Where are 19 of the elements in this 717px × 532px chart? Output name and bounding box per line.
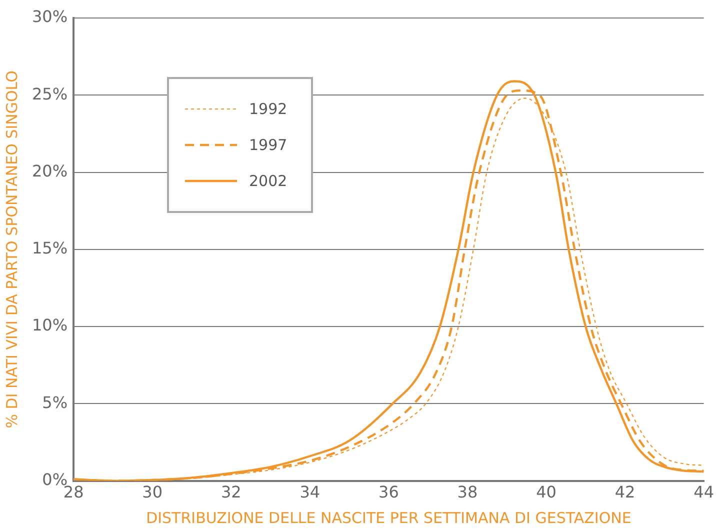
y-tick-label: 5% (42, 392, 68, 412)
x-tick-label: 36 (378, 482, 399, 502)
legend-label: 2002 (249, 172, 288, 190)
y-tick-label: 10% (32, 316, 68, 335)
x-tick-label: 32 (220, 482, 242, 502)
y-tick-label: 25% (32, 84, 68, 104)
x-tick-label: 40 (536, 482, 556, 502)
y-tick-label: 30% (32, 7, 68, 26)
y-tick-label: 20% (32, 161, 68, 180)
x-tick-label: 44 (694, 482, 714, 502)
y-tick-label: 15% (32, 238, 68, 258)
y-axis-title: % DI NATI VIVI DA PARTO SPONTANEO SINGOLO (2, 70, 21, 428)
x-tick-label: 38 (457, 482, 478, 502)
x-tick-label: 42 (614, 482, 636, 502)
legend-label: 1997 (249, 136, 288, 154)
x-tick-label: 30 (142, 482, 163, 502)
x-axis-title: DISTRIBUZIONE DELLE NASCITE PER SETTIMANA DI GESTAZIONE (146, 508, 632, 527)
x-tick-label: 34 (300, 482, 320, 502)
legend-label: 1992 (249, 100, 288, 118)
